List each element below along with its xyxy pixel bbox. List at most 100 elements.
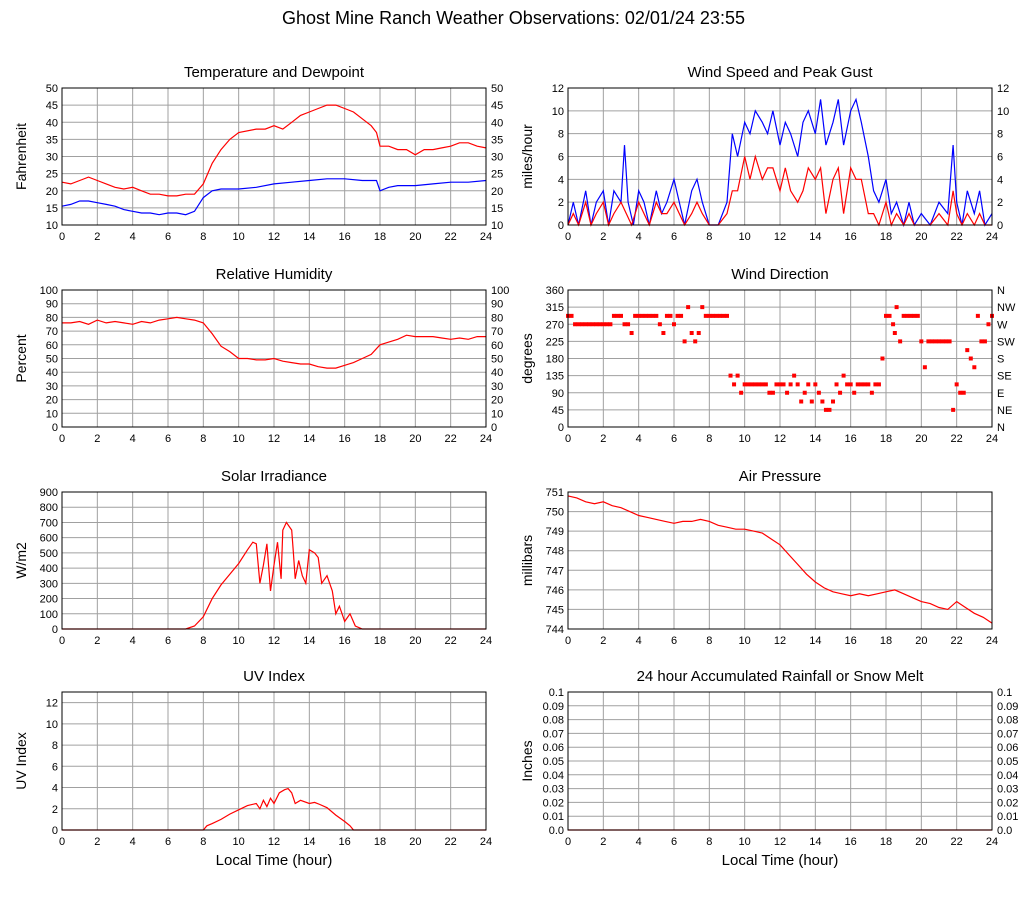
chart-title: Relative Humidity xyxy=(216,266,333,283)
right-tick-label: W xyxy=(997,319,1008,331)
y-tick-label: 400 xyxy=(40,563,58,575)
x-tick-label: 24 xyxy=(480,635,492,647)
page-title: Ghost Mine Ranch Weather Observations: 0… xyxy=(282,8,745,28)
chart-title: Solar Irradiance xyxy=(221,468,327,485)
x-tick-label: 22 xyxy=(445,231,457,243)
y-tick-label: 749 xyxy=(546,526,564,538)
y-tick-label: 0.08 xyxy=(543,715,564,727)
right-tick-label: 70 xyxy=(491,326,503,338)
data-point xyxy=(643,313,648,318)
x-tick-label: 2 xyxy=(94,433,100,445)
x-tick-label: 14 xyxy=(809,635,821,647)
data-point xyxy=(869,390,874,395)
x-tick-label: 4 xyxy=(636,635,642,647)
data-point xyxy=(841,373,846,378)
data-point xyxy=(746,382,751,387)
data-point xyxy=(597,322,602,327)
data-point xyxy=(732,382,737,387)
data-point xyxy=(735,373,740,378)
chart-title: 24 hour Accumulated Rainfall or Snow Mel… xyxy=(637,668,925,685)
right-tick-label: 4 xyxy=(997,174,1003,186)
y-tick-label: 200 xyxy=(40,594,58,606)
x-tick-label: 20 xyxy=(409,231,421,243)
right-tick-label: 50 xyxy=(491,83,503,95)
data-point xyxy=(703,313,708,318)
right-tick-label: 0.1 xyxy=(997,687,1012,699)
x-tick-label: 14 xyxy=(809,433,821,445)
data-point xyxy=(594,322,599,327)
x-tick-label: 16 xyxy=(339,635,351,647)
x-tick-label: 18 xyxy=(374,836,386,848)
x-tick-label: 20 xyxy=(915,635,927,647)
data-point xyxy=(901,313,906,318)
x-tick-label: 20 xyxy=(409,433,421,445)
data-point xyxy=(975,313,980,318)
x-tick-label: 6 xyxy=(165,836,171,848)
x-tick-label: 10 xyxy=(233,635,245,647)
y-tick-label: 225 xyxy=(546,336,564,348)
y-axis-label: Percent xyxy=(13,334,29,382)
plot-frame xyxy=(61,691,487,831)
x-tick-label: 0 xyxy=(565,231,571,243)
x-tick-label: 6 xyxy=(165,433,171,445)
x-tick-label: 18 xyxy=(880,836,892,848)
data-point xyxy=(947,339,952,344)
x-tick-label: 8 xyxy=(200,836,206,848)
x-tick-label: 18 xyxy=(374,433,386,445)
x-tick-label: 18 xyxy=(880,433,892,445)
x-tick-label: 22 xyxy=(445,836,457,848)
x-tick-label: 0 xyxy=(565,635,571,647)
data-point xyxy=(601,322,606,327)
y-tick-label: 744 xyxy=(546,624,564,636)
x-tick-label: 4 xyxy=(130,836,136,848)
data-point xyxy=(937,339,941,344)
data-point xyxy=(590,322,595,327)
weather-dashboard: Ghost Mine Ranch Weather Observations: 0… xyxy=(13,8,1018,869)
x-tick-label: 0 xyxy=(59,433,65,445)
y-tick-label: 4 xyxy=(558,174,564,186)
y-tick-label: 2 xyxy=(558,197,564,209)
data-point xyxy=(891,322,896,327)
x-tick-label: 16 xyxy=(845,433,857,445)
data-point xyxy=(650,313,655,318)
y-tick-label: 35 xyxy=(46,134,58,146)
x-tick-label: 0 xyxy=(59,231,65,243)
x-tick-label: 14 xyxy=(303,231,315,243)
data-point xyxy=(760,382,765,387)
x-tick-label: 16 xyxy=(845,231,857,243)
data-point xyxy=(880,356,885,361)
y-axis-label: W/m2 xyxy=(13,542,29,579)
x-tick-label: 12 xyxy=(774,433,786,445)
data-point xyxy=(647,313,652,318)
y-tick-label: 20 xyxy=(46,395,58,407)
plot-frame xyxy=(567,491,993,630)
data-point xyxy=(668,313,673,318)
y-tick-label: 0 xyxy=(52,624,58,636)
x-tick-label: 8 xyxy=(706,836,712,848)
data-point xyxy=(725,313,729,318)
data-point xyxy=(675,313,680,318)
x-tick-label: 2 xyxy=(600,433,606,445)
plot-frame xyxy=(61,491,487,630)
y-tick-label: 0.01 xyxy=(543,811,564,823)
series-line-1 xyxy=(61,178,487,216)
data-point xyxy=(763,382,768,387)
y-tick-label: 45 xyxy=(46,100,58,112)
x-tick-label: 14 xyxy=(809,836,821,848)
right-tick-label: 90 xyxy=(491,299,503,311)
y-tick-label: 10 xyxy=(46,220,58,232)
right-tick-label: 30 xyxy=(491,381,503,393)
y-tick-label: 0 xyxy=(52,422,58,434)
y-tick-label: 360 xyxy=(546,285,564,297)
x-tick-label: 2 xyxy=(600,635,606,647)
y-tick-label: 10 xyxy=(552,106,564,118)
data-point xyxy=(884,313,888,318)
data-point xyxy=(622,322,627,327)
data-point xyxy=(799,399,804,404)
y-tick-label: 135 xyxy=(546,371,564,383)
series-line-0 xyxy=(61,104,487,197)
data-point xyxy=(569,313,574,318)
x-tick-label: 4 xyxy=(130,231,136,243)
